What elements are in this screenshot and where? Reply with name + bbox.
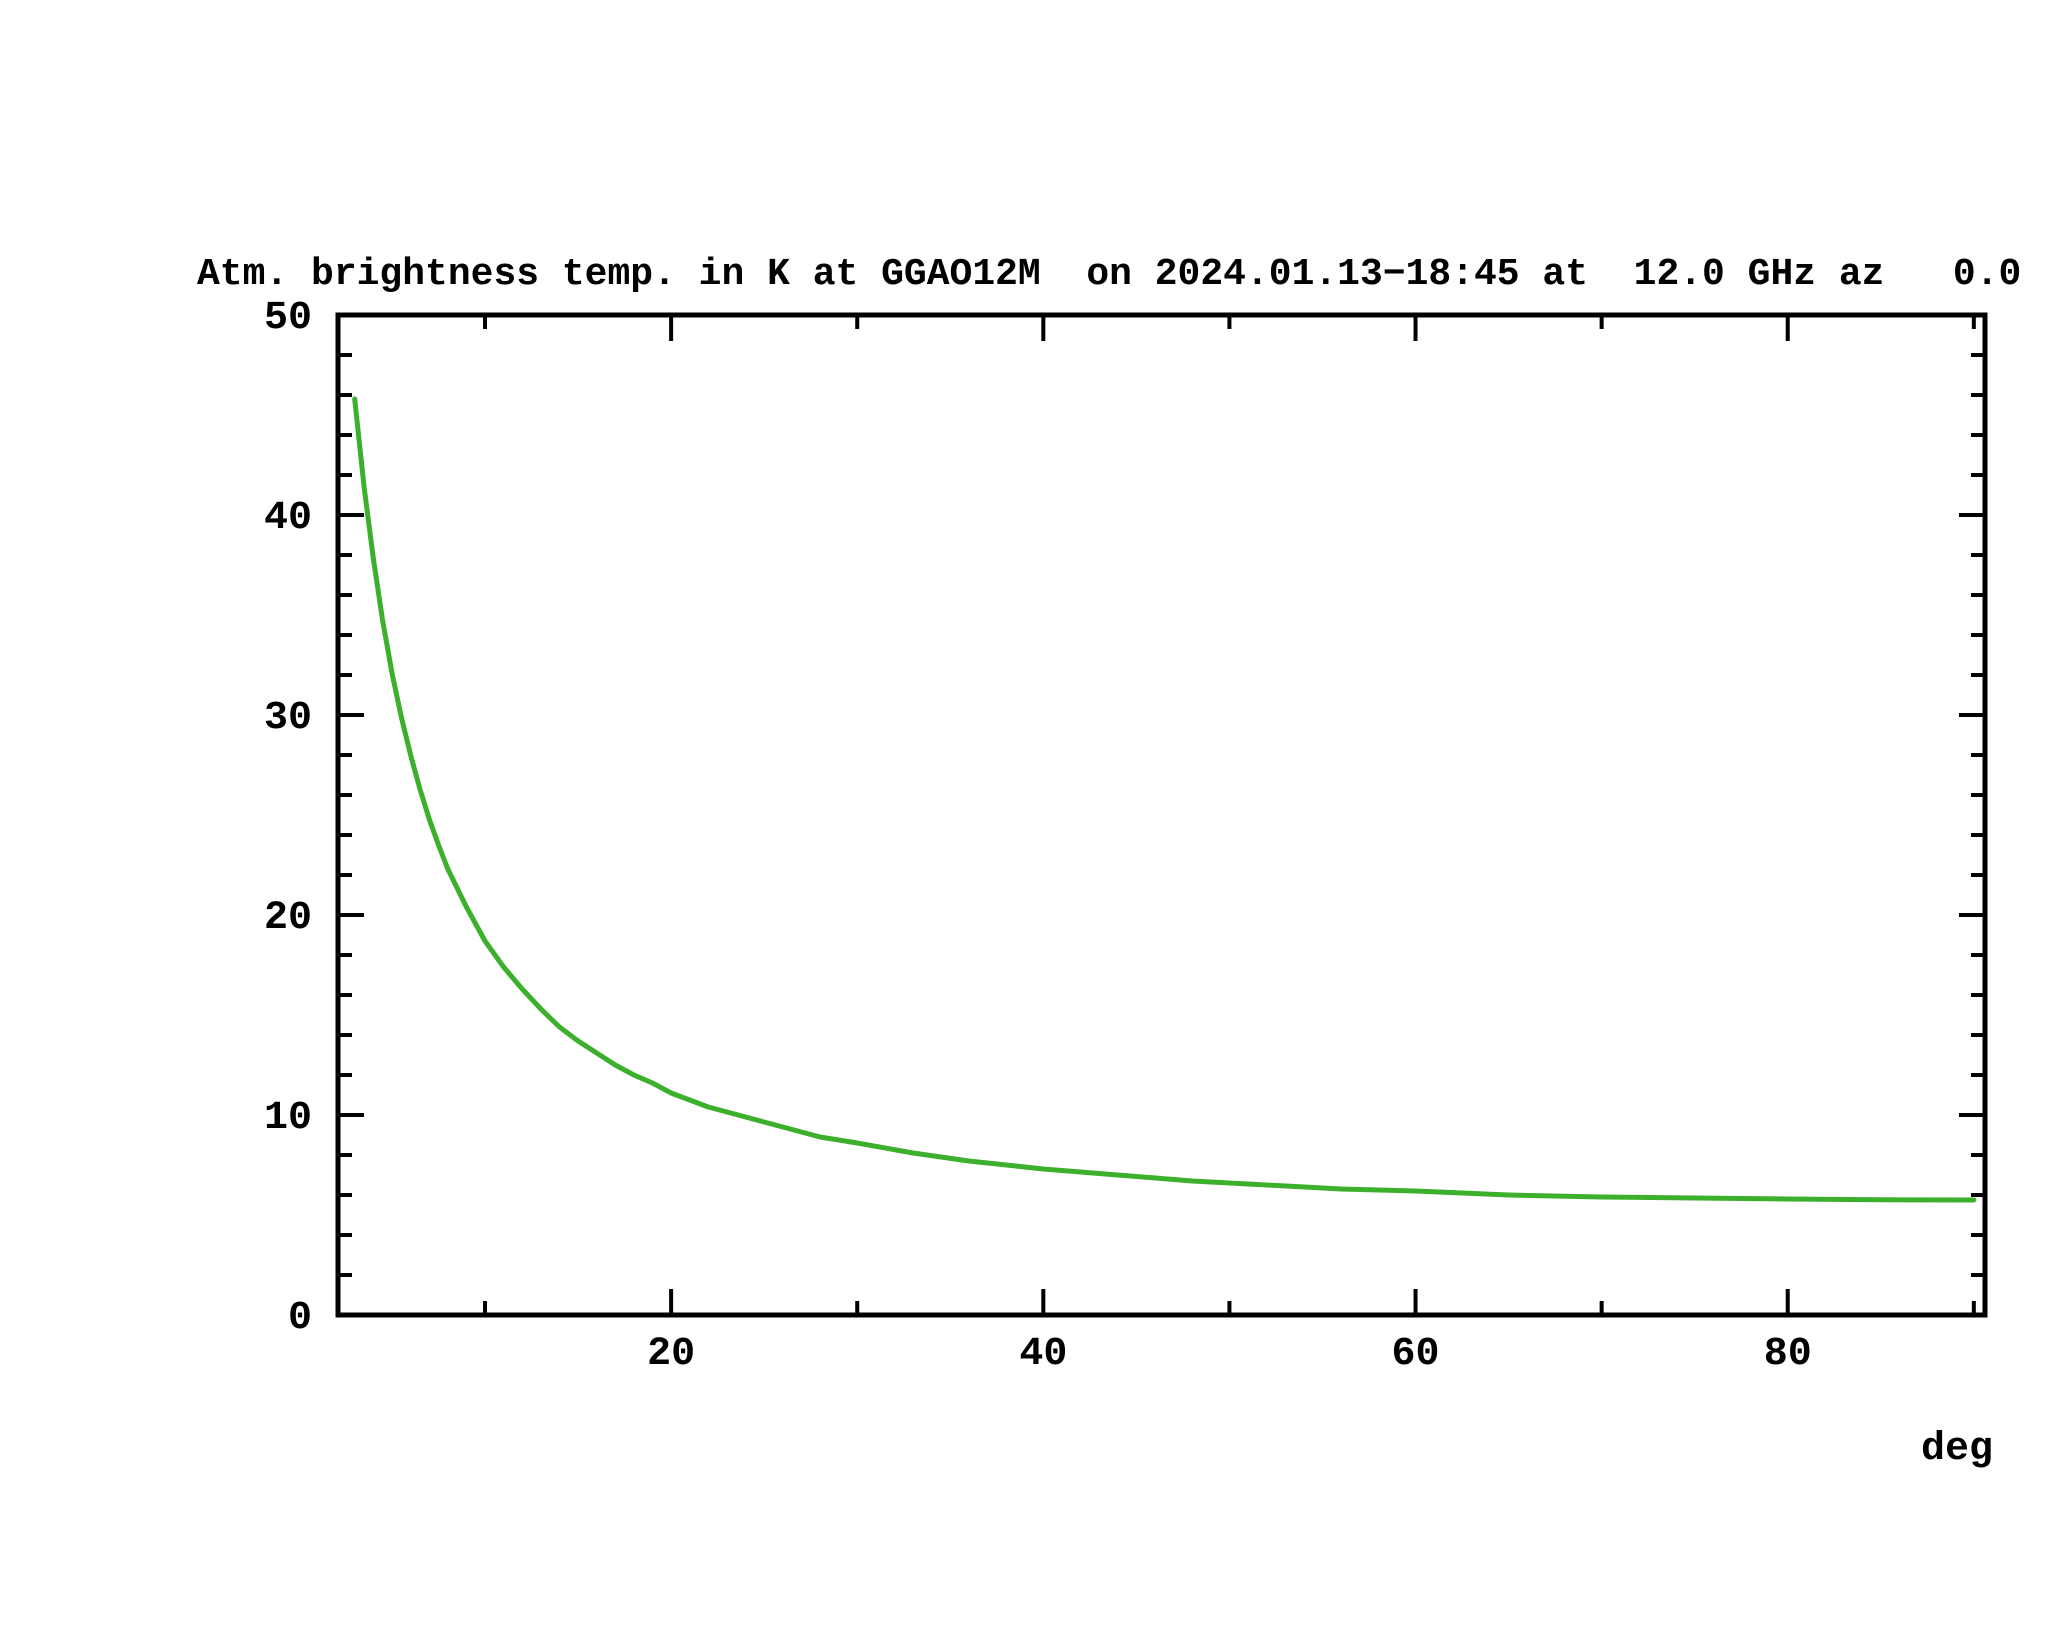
x-tick-label: 40: [1019, 1332, 1067, 1377]
y-tick-label: 40: [264, 496, 312, 541]
y-tick-label: 10: [264, 1096, 312, 1141]
x-tick-label: 60: [1392, 1332, 1440, 1377]
y-tick-label: 20: [264, 896, 312, 941]
axis-tick-labels: 20 40 60 80 0 10 20 30 40 50: [264, 296, 1812, 1377]
x-tick-label: 80: [1764, 1332, 1812, 1377]
temperature-curve: [352, 396, 1977, 1203]
x-axis-unit-label: deg: [1921, 1427, 1994, 1472]
y-tick-label: 30: [264, 696, 312, 741]
x-tick-label: 20: [647, 1332, 695, 1377]
y-tick-label: 0: [288, 1296, 312, 1341]
plot-frame: [335, 312, 1988, 1318]
y-tick-label: 50: [264, 296, 312, 341]
chart-title: Atm. brightness temp. in K at GGAO12M on…: [197, 253, 2022, 296]
axis-ticks: [338, 313, 1985, 1317]
